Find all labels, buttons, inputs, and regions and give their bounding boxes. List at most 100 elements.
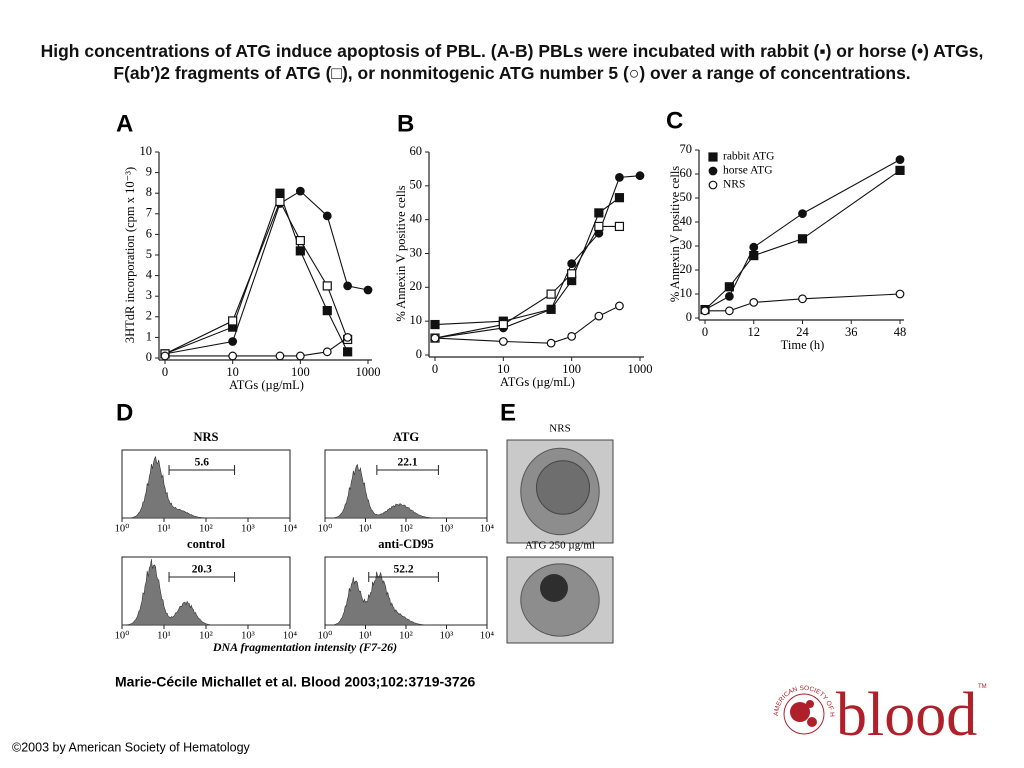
logo-cell — [806, 700, 814, 708]
x-tick-label: 1000 — [356, 365, 381, 379]
marker — [343, 347, 353, 357]
gate-bar — [168, 465, 236, 475]
histogram-title: ATG — [393, 430, 419, 444]
legend-marker — [708, 152, 718, 162]
logo-cell — [790, 702, 810, 722]
series-line — [164, 200, 349, 355]
x-tick-label: 12 — [748, 325, 761, 339]
x-tick-label: 10¹ — [157, 630, 171, 641]
marker — [724, 306, 734, 316]
x-tick-label: 10⁰ — [318, 629, 334, 641]
y-tick-label: 20 — [680, 262, 693, 276]
y-tick-label: 10 — [680, 286, 693, 300]
marker — [275, 188, 285, 198]
gate-bar — [368, 572, 439, 582]
x-tick-label: 10⁰ — [318, 522, 334, 534]
logo-ring — [783, 693, 825, 735]
x-tick-label: 10⁰ — [115, 522, 131, 534]
micrograph: NRS — [506, 423, 614, 544]
marker — [430, 319, 440, 330]
panel-letter: B — [397, 110, 414, 137]
y-tick-label: 9 — [146, 164, 152, 178]
x-tick-label: 10³ — [241, 630, 255, 641]
y-axis-label: 3HTdR incorporation (cpm x 10⁻³) — [123, 167, 137, 343]
x-tick-label: 24 — [796, 325, 809, 339]
x-tick-label: 0 — [432, 362, 438, 376]
marker — [228, 351, 238, 361]
marker — [567, 269, 577, 279]
histogram-title: anti-CD95 — [378, 537, 434, 551]
y-tick-label: 50 — [680, 190, 693, 204]
gate-bar — [376, 465, 439, 475]
x-tick-label: 10⁴ — [283, 630, 298, 641]
y-tick-label: 10 — [140, 144, 153, 158]
panel-letter: C — [666, 107, 683, 134]
histogram-shape — [121, 559, 290, 626]
legend-marker — [708, 180, 718, 190]
panel-letter: E — [500, 399, 516, 426]
x-axis-label: ATGs (µg/mL) — [229, 378, 304, 392]
y-tick-label: 2 — [146, 309, 152, 323]
y-tick-label: 5 — [146, 247, 152, 261]
marker — [614, 193, 625, 203]
marker — [430, 333, 440, 343]
x-axis-label: Time (h) — [781, 338, 825, 352]
series-line — [434, 197, 620, 326]
y-tick-label: 3 — [146, 288, 152, 302]
marker — [895, 155, 905, 165]
y-tick-label: 20 — [410, 279, 423, 293]
marker — [160, 351, 170, 361]
x-tick-label: 10⁰ — [115, 629, 131, 641]
y-tick-label: 4 — [146, 267, 153, 281]
logo-text: blood — [836, 681, 977, 749]
legend-marker — [708, 166, 718, 176]
y-tick-label: 0 — [416, 347, 422, 361]
histogram-panel: anti-CD95 52.2 10⁰ 10¹ 10² 10³ 10⁴ — [318, 537, 495, 642]
gate-value: 52.2 — [394, 564, 414, 576]
marker — [798, 209, 807, 219]
marker — [567, 331, 577, 341]
x-tick-label: 10 — [497, 362, 510, 376]
nucleus — [536, 460, 590, 515]
histogram-panel: control 20.3 10⁰ 10¹ 10² 10³ 10⁴ — [115, 537, 298, 642]
x-tick-label: 10¹ — [359, 630, 373, 641]
nucleus — [540, 574, 568, 602]
marker — [895, 165, 905, 175]
y-tick-label: 70 — [680, 142, 693, 156]
x-tick-label: 0 — [702, 325, 708, 339]
x-tick-label: 10³ — [440, 630, 454, 641]
histogram-shape — [324, 463, 487, 519]
x-tick-label: 100 — [562, 362, 581, 376]
logo-tm: TM — [978, 684, 987, 690]
histogram-shape — [121, 455, 290, 519]
x-tick-label: 10 — [226, 365, 239, 379]
micrograph-label: NRS — [549, 423, 570, 435]
x-axis-label: DNA fragmentation intensity (F7-26) — [212, 640, 397, 654]
y-tick-label: 8 — [146, 185, 152, 199]
marker — [614, 221, 625, 232]
marker — [295, 235, 305, 246]
gate-value: 20.3 — [192, 564, 212, 576]
histogram-title: NRS — [193, 430, 218, 444]
y-tick-label: 40 — [410, 212, 423, 226]
marker — [700, 306, 710, 316]
marker — [546, 304, 556, 314]
marker — [594, 311, 604, 321]
x-axis-label: ATGs (µg/mL) — [500, 375, 575, 389]
marker — [749, 242, 759, 252]
marker — [322, 281, 332, 291]
y-tick-label: 30 — [410, 245, 423, 259]
x-tick-label: 10² — [199, 523, 213, 534]
x-tick-label: 10⁴ — [283, 523, 298, 534]
x-tick-label: 10³ — [440, 523, 454, 534]
marker — [228, 316, 238, 326]
y-axis-label: % Annexin V positive cells — [394, 185, 408, 321]
x-tick-label: 10² — [199, 630, 213, 641]
logo-cell — [807, 717, 817, 727]
marker — [275, 196, 285, 207]
y-tick-label: 60 — [410, 144, 423, 158]
marker — [322, 306, 332, 316]
